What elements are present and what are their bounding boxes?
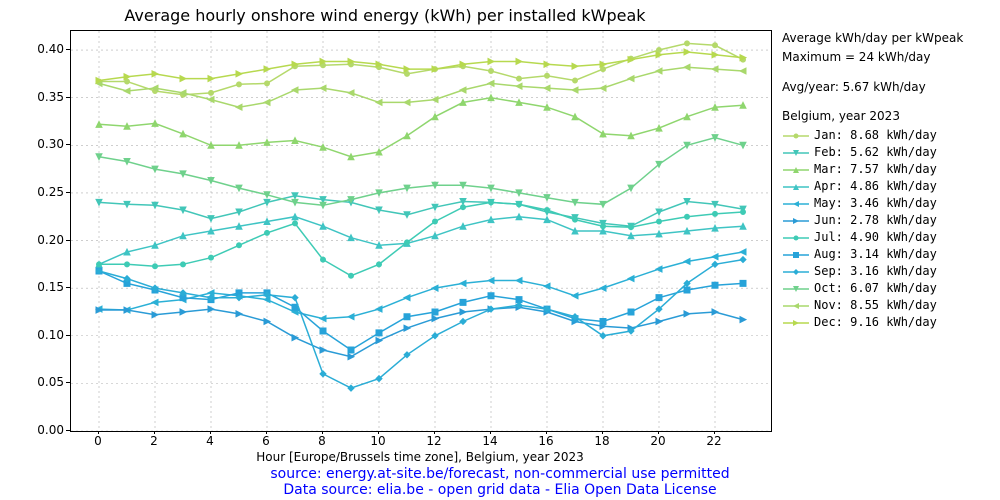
legend-header-2: Maximum = 24 kWh/day	[782, 49, 992, 66]
x-tick-label: 0	[94, 434, 102, 448]
y-tick-label: 0.15	[4, 280, 64, 294]
x-tick-label: 12	[426, 434, 441, 448]
legend-item-dec: Dec: 9.16 kWh/day	[782, 315, 992, 332]
legend-item-jan: Jan: 8.68 kWh/day	[782, 128, 992, 145]
legend-label: Feb: 5.62 kWh/day	[814, 144, 937, 161]
legend-label: Dec: 9.16 kWh/day	[814, 314, 937, 331]
legend-avg: Avg/year: 5.67 kWh/day	[782, 79, 992, 96]
x-tick-label: 22	[706, 434, 721, 448]
legend-item-apr: Apr: 4.86 kWh/day	[782, 179, 992, 196]
legend-item-may: May: 3.46 kWh/day	[782, 196, 992, 213]
legend-header-1: Average kWh/day per kWpeak	[782, 30, 992, 47]
source-line-2: Data source: elia.be - open grid data - …	[0, 482, 1000, 498]
y-tick-label: 0.10	[4, 328, 64, 342]
x-tick-label: 10	[370, 434, 385, 448]
legend-item-feb: Feb: 5.62 kWh/day	[782, 145, 992, 162]
legend-label: Aug: 3.14 kWh/day	[814, 246, 937, 263]
legend-label: Jul: 4.90 kWh/day	[814, 229, 937, 246]
x-tick-label: 8	[318, 434, 326, 448]
legend: Average kWh/day per kWpeak Maximum = 24 …	[782, 30, 992, 332]
legend-item-sep: Sep: 3.16 kWh/day	[782, 264, 992, 281]
wind-energy-chart: Average hourly onshore wind energy (kWh)…	[0, 0, 1000, 500]
legend-item-jun: Jun: 2.78 kWh/day	[782, 213, 992, 230]
x-tick-label: 18	[594, 434, 609, 448]
y-tick-label: 0.40	[4, 42, 64, 56]
plot-area	[70, 30, 772, 432]
legend-label: Nov: 8.55 kWh/day	[814, 297, 937, 314]
legend-label: Mar: 7.57 kWh/day	[814, 161, 937, 178]
y-tick-label: 0.05	[4, 375, 64, 389]
y-tick-label: 0.20	[4, 233, 64, 247]
legend-label: May: 3.46 kWh/day	[814, 195, 937, 212]
y-tick-label: 0.30	[4, 137, 64, 151]
y-tick-label: 0.00	[4, 423, 64, 437]
x-axis-label: Hour [Europe/Brussels time zone], Belgiu…	[70, 450, 770, 464]
legend-item-jul: Jul: 4.90 kWh/day	[782, 230, 992, 247]
legend-item-mar: Mar: 7.57 kWh/day	[782, 162, 992, 179]
x-tick-label: 6	[262, 434, 270, 448]
legend-label: Sep: 3.16 kWh/day	[814, 263, 937, 280]
legend-item-aug: Aug: 3.14 kWh/day	[782, 247, 992, 264]
legend-label: Jan: 8.68 kWh/day	[814, 127, 937, 144]
legend-item-oct: Oct: 6.07 kWh/day	[782, 281, 992, 298]
x-tick-label: 4	[206, 434, 214, 448]
plot-svg	[71, 31, 771, 431]
source-line-1: source: energy.at-site.be/forecast, non-…	[0, 466, 1000, 482]
legend-label: Apr: 4.86 kWh/day	[814, 178, 937, 195]
y-tick-label: 0.25	[4, 185, 64, 199]
legend-section: Belgium, year 2023	[782, 108, 992, 125]
legend-label: Jun: 2.78 kWh/day	[814, 212, 937, 229]
x-tick-label: 2	[150, 434, 158, 448]
x-tick-label: 20	[650, 434, 665, 448]
chart-title: Average hourly onshore wind energy (kWh)…	[0, 6, 770, 25]
x-tick-label: 16	[538, 434, 553, 448]
y-tick-label: 0.35	[4, 90, 64, 104]
x-tick-label: 14	[482, 434, 497, 448]
legend-label: Oct: 6.07 kWh/day	[814, 280, 937, 297]
legend-item-nov: Nov: 8.55 kWh/day	[782, 298, 992, 315]
